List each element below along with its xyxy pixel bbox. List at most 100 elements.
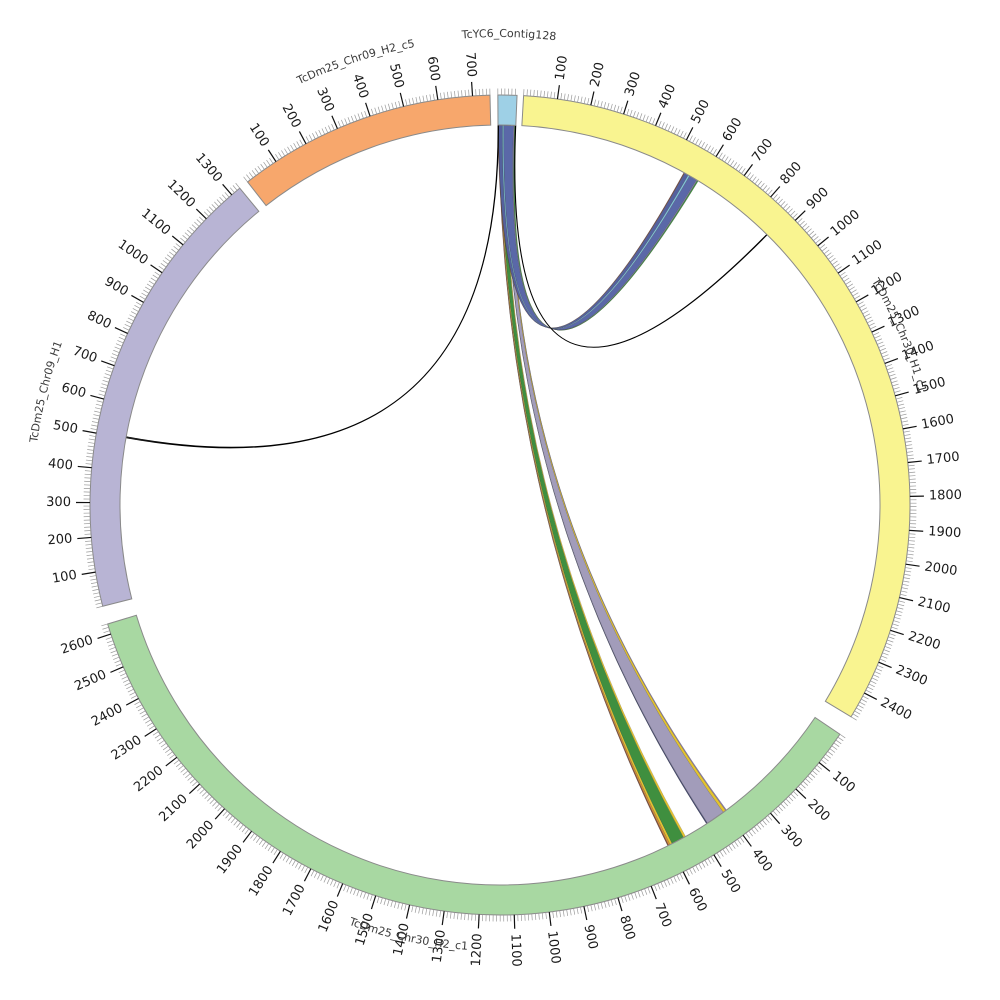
tick-label-chr30_h1-1600: 1600	[920, 412, 955, 433]
tick-label-chr30_h2-2400: 2400	[89, 701, 125, 730]
segment-band-chr30_h1	[521, 95, 911, 718]
major-tick-chr09_h1-500	[82, 430, 97, 434]
tick-label-chr09_h1-900: 900	[102, 274, 131, 299]
major-tick-chr30_h2-1000	[548, 911, 552, 927]
tick-label-chr09_h1-1300: 1300	[192, 151, 225, 186]
ribbon-contig-to-chr30_h2-3	[498, 125, 671, 846]
ribbon-contig-to-chr09_h1-15	[125, 125, 499, 449]
tick-label-chr09_h1-1100: 1100	[138, 206, 173, 239]
tick-label-chr09_h2-700: 700	[462, 52, 479, 78]
major-tick-chr09_h2-300	[331, 115, 338, 129]
major-tick-chr30_h1-100	[556, 85, 560, 100]
tick-label-chr30_h1-300: 300	[622, 70, 644, 98]
ribbon-contig-to-chr30_h1-16	[514, 125, 768, 348]
major-tick-chr30_h1-900	[794, 210, 806, 221]
tick-label-chr09_h1-600: 600	[60, 380, 88, 401]
major-tick-chr30_h2-2300	[144, 728, 157, 737]
tick-label-chr30_h2-200: 200	[804, 797, 832, 825]
tick-label-chr30_h2-400: 400	[748, 846, 775, 875]
major-tick-chr30_h1-500	[685, 127, 694, 141]
tick-label-chr30_h1-700: 700	[749, 136, 776, 165]
ribbon-contig-to-chr30_h1-14	[513, 125, 699, 331]
tick-label-chr09_h1-500: 500	[52, 418, 79, 437]
major-tick-chr09_h2-500	[399, 92, 405, 107]
minor-ticks-chr30_h2	[101, 623, 846, 922]
ribbon-contig-to-chr30_h2-2	[499, 125, 673, 845]
tick-label-chr09_h1-300: 300	[46, 495, 71, 510]
major-tick-chr30_h2-2000	[214, 808, 226, 820]
ribbon-contig-to-chr30_h2-4	[498, 125, 669, 846]
major-tick-chr09_h1-1300	[222, 183, 233, 196]
tick-label-chr09_h1-1000: 1000	[115, 237, 151, 268]
major-tick-chr30_h1-2300	[878, 661, 892, 669]
major-tick-chr30_h2-1700	[303, 868, 312, 882]
major-tick-chr30_h2-1400	[405, 904, 411, 919]
major-tick-chr09_h1-1200	[195, 208, 207, 220]
tick-label-chr30_h1-500: 500	[688, 97, 713, 126]
tick-label-chr09_h1-700: 700	[71, 344, 99, 367]
tick-label-chr30_h2-1700: 1700	[280, 882, 309, 918]
tick-label-chr30_h2-500: 500	[717, 867, 743, 896]
major-tick-chr30_h1-1200	[855, 294, 869, 303]
major-tick-chr09_h1-600	[90, 394, 105, 400]
tick-label-chr09_h2-600: 600	[424, 55, 443, 82]
tick-label-chr09_h2-300: 300	[313, 85, 337, 114]
tick-label-chr30_h2-2600: 2600	[59, 633, 95, 658]
tick-label-chr30_h1-800: 800	[777, 159, 805, 188]
tick-label-chr09_h1-800: 800	[85, 308, 114, 332]
tick-label-chr30_h1-2100: 2100	[916, 595, 952, 617]
tick-label-chr30_h2-300: 300	[777, 822, 805, 851]
ribbon-contig-to-chr30_h2-5	[505, 125, 708, 824]
major-tick-chr30_h1-2000	[905, 563, 920, 567]
major-tick-chr30_h1-600	[715, 144, 724, 157]
major-tick-chr30_h2-1900	[242, 830, 253, 843]
tick-label-chr09_h1-100: 100	[51, 568, 78, 587]
major-tick-chr30_h2-1800	[272, 850, 281, 864]
tick-label-chr30_h2-1000: 1000	[544, 930, 563, 965]
major-tick-chr30_h2-2400	[125, 697, 139, 706]
tick-label-chr30_h2-2100: 2100	[156, 792, 190, 826]
tick-label-chr30_h2-800: 800	[616, 914, 638, 942]
major-tick-chr30_h1-1900	[909, 529, 924, 532]
major-tick-chr30_h1-2100	[899, 596, 914, 602]
major-tick-chr30_h2-2600	[97, 633, 112, 639]
segment-contig: TcYC6_Contig128	[460, 27, 557, 126]
tick-label-chr30_h2-700: 700	[651, 901, 674, 930]
major-tick-chr09_h1-400	[77, 465, 92, 469]
major-tick-chr30_h2-600	[682, 871, 690, 885]
major-tick-chr30_h2-100	[818, 762, 831, 772]
major-tick-chr09_h1-900	[131, 294, 144, 303]
tick-label-chr30_h1-100: 100	[553, 55, 571, 82]
major-tick-chr30_h1-700	[743, 164, 753, 176]
major-tick-chr30_h1-1600	[902, 425, 917, 430]
tick-label-chr30_h2-1100: 1100	[507, 933, 523, 967]
tick-label-chr30_h1-200: 200	[588, 61, 608, 89]
tick-label-chr30_h1-1000: 1000	[828, 207, 863, 240]
minor-ticks-chr09_h1	[83, 182, 241, 609]
tick-label-chr30_h2-2300: 2300	[109, 733, 145, 764]
major-tick-chr30_h1-1700	[907, 460, 922, 464]
major-tick-chr09_h2-600	[435, 85, 439, 100]
tick-label-chr30_h2-2000: 2000	[184, 818, 217, 853]
major-tick-chr30_h1-1300	[871, 325, 885, 333]
major-tick-chr09_h1-700	[101, 360, 115, 367]
major-tick-chr09_h2-400	[365, 102, 371, 117]
major-tick-chr30_h2-300	[769, 812, 781, 825]
tick-label-chr30_h1-2200: 2200	[906, 629, 942, 653]
major-tick-chr30_h2-2100	[188, 783, 201, 795]
tick-label-chr30_h2-1600: 1600	[316, 898, 343, 934]
major-tick-chr30_h1-1400	[884, 358, 899, 364]
tick-label-chr09_h1-1200: 1200	[164, 177, 198, 211]
tick-label-chr09_h2-500: 500	[386, 62, 406, 90]
major-tick-chr30_h2-500	[713, 854, 722, 868]
major-tick-chr09_h2-100	[267, 149, 277, 162]
segment-band-chr09_h2	[246, 94, 492, 207]
major-tick-chr30_h2-1500	[370, 895, 377, 910]
major-tick-chr09_h2-700	[471, 81, 474, 96]
tick-label-chr30_h2-2500: 2500	[72, 667, 108, 694]
tick-label-chr30_h1-900: 900	[804, 185, 832, 213]
tick-label-chr30_h1-600: 600	[720, 115, 746, 144]
major-tick-chr09_h2-200	[298, 131, 307, 145]
tick-label-chr30_h2-600: 600	[685, 885, 710, 914]
